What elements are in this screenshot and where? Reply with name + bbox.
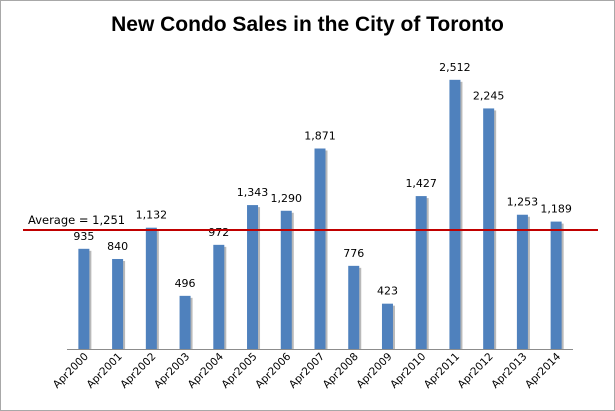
x-tick-label-apr2014: Apr2014	[523, 350, 563, 390]
x-tick-label-apr2011: Apr2011	[422, 351, 462, 391]
bar-apr2004	[213, 244, 225, 349]
x-tick-label-apr2003: Apr2003	[152, 351, 192, 391]
data-label-apr2002: 1,132	[136, 209, 168, 222]
bar-apr2002	[145, 227, 157, 349]
bar-apr2009	[381, 303, 393, 349]
bar-apr2001	[112, 258, 124, 349]
bar-apr2000	[78, 248, 90, 349]
data-label-apr2012: 2,245	[473, 89, 505, 102]
data-label-apr2004: 972	[208, 226, 229, 239]
x-tick-label-apr2007: Apr2007	[287, 351, 327, 391]
bar-apr2005	[247, 205, 259, 349]
data-label-apr2010: 1,427	[405, 177, 437, 190]
data-label-apr2005: 1,343	[237, 186, 269, 199]
data-label-apr2008: 776	[343, 247, 364, 260]
bar-apr2008	[348, 265, 360, 349]
bar-apr2006	[280, 210, 292, 349]
chart-title: New Condo Sales in the City of Toronto	[111, 13, 504, 36]
bar-apr2010	[415, 196, 427, 349]
average-line-label: Average = 1,251	[28, 213, 125, 227]
x-tick-label-apr2006: Apr2006	[253, 350, 293, 390]
x-tick-label-apr2001: Apr2001	[84, 351, 124, 391]
data-label-apr2003: 496	[175, 277, 196, 290]
data-label-apr2001: 840	[107, 240, 128, 253]
x-tick-label-apr2010: Apr2010	[388, 351, 428, 391]
x-tick-label-apr2013: Apr2013	[489, 351, 529, 391]
bar-apr2007	[314, 148, 326, 349]
x-tick-label-apr2000: Apr2000	[51, 351, 91, 391]
bar-apr2011	[449, 79, 461, 350]
data-label-apr2009: 423	[377, 285, 398, 298]
x-tick-label-apr2009: Apr2009	[354, 351, 394, 391]
bar-apr2012	[483, 108, 495, 350]
data-label-apr2000: 935	[73, 230, 94, 243]
x-tick-label-apr2004: Apr2004	[186, 350, 226, 390]
bar-apr2003	[179, 295, 191, 349]
data-label-apr2013: 1,253	[507, 196, 539, 209]
bar-apr2014	[550, 221, 562, 349]
x-tick-label-apr2012: Apr2012	[456, 351, 496, 391]
x-tick-label-apr2008: Apr2008	[321, 351, 361, 391]
data-label-apr2007: 1,871	[304, 130, 336, 143]
data-label-apr2006: 1,290	[271, 192, 303, 205]
data-label-apr2011: 2,512	[439, 61, 471, 74]
bar-apr2013	[516, 214, 528, 349]
x-tick-label-apr2002: Apr2002	[118, 351, 158, 391]
data-label-apr2014: 1,189	[540, 203, 572, 216]
x-tick-label-apr2005: Apr2005	[219, 351, 259, 391]
